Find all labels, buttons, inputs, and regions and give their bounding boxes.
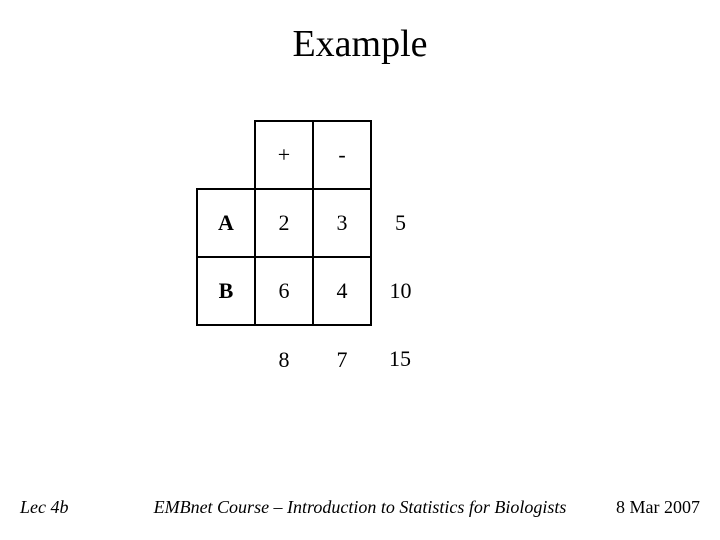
row-label-a: A bbox=[197, 189, 255, 257]
cell-a-plus: 2 bbox=[255, 189, 313, 257]
slide: Example + - A 2 3 5 B 6 4 10 bbox=[0, 0, 720, 540]
page-title: Example bbox=[0, 22, 720, 66]
row-label-total-blank bbox=[197, 325, 255, 393]
table-header-row: + - bbox=[197, 121, 429, 189]
row-label-b: B bbox=[197, 257, 255, 325]
table: + - A 2 3 5 B 6 4 10 8 7 15 bbox=[196, 120, 429, 393]
col-header-minus: - bbox=[313, 121, 371, 189]
cell-b-minus: 4 bbox=[313, 257, 371, 325]
cell-a-total: 5 bbox=[371, 189, 429, 257]
table-corner-blank bbox=[197, 121, 255, 189]
footer-date: 8 Mar 2007 bbox=[616, 497, 700, 518]
table-row: A 2 3 5 bbox=[197, 189, 429, 257]
footer-course-title: EMBnet Course – Introduction to Statisti… bbox=[0, 497, 720, 518]
table-row: B 6 4 10 bbox=[197, 257, 429, 325]
cell-total-minus: 7 bbox=[313, 325, 371, 393]
cell-b-plus: 6 bbox=[255, 257, 313, 325]
cell-grand-total: 15 bbox=[371, 325, 429, 393]
cell-b-total: 10 bbox=[371, 257, 429, 325]
col-header-total-blank bbox=[371, 121, 429, 189]
table-totals-row: 8 7 15 bbox=[197, 325, 429, 393]
cell-a-minus: 3 bbox=[313, 189, 371, 257]
contingency-table: + - A 2 3 5 B 6 4 10 8 7 15 bbox=[196, 120, 429, 393]
cell-total-plus: 8 bbox=[255, 325, 313, 393]
col-header-plus: + bbox=[255, 121, 313, 189]
